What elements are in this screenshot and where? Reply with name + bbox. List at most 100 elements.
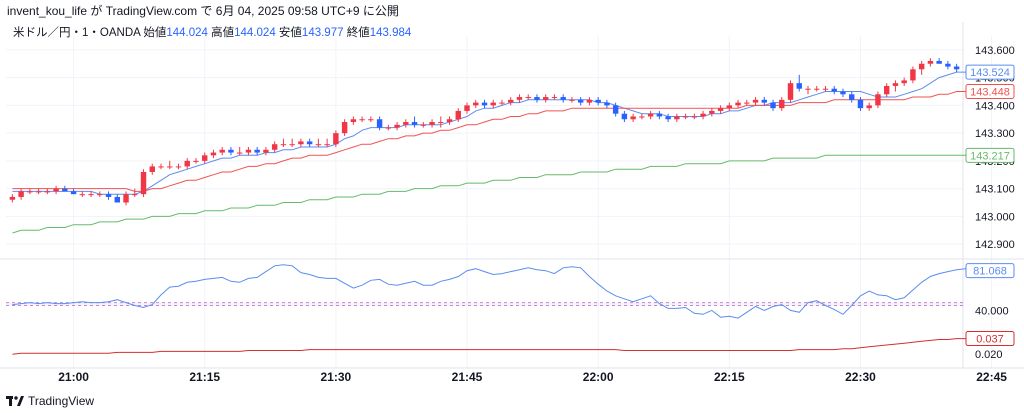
- candle: [814, 85, 820, 92]
- candle-body: [849, 94, 855, 100]
- candle-body: [674, 116, 680, 120]
- candle: [735, 99, 741, 109]
- candle: [875, 91, 881, 109]
- time-tick-label: 22:45: [976, 370, 1007, 384]
- low-label: 安値: [278, 27, 302, 39]
- ma-value-tag-box: [965, 84, 1015, 99]
- candle-body: [236, 152, 243, 154]
- candle-body: [840, 91, 846, 95]
- candle-body: [455, 110, 461, 120]
- candle-body: [263, 149, 269, 153]
- candle: [263, 147, 269, 156]
- oscillator-band: [6, 302, 963, 306]
- symbol-label[interactable]: 米ドル／円・1・OANDA: [13, 27, 141, 39]
- candle-body: [787, 83, 794, 100]
- volatility-pane: 0.020 0.037: [12, 331, 1015, 361]
- candle: [341, 119, 348, 136]
- candle: [490, 99, 496, 109]
- candle: [289, 138, 295, 147]
- candle-body: [910, 69, 916, 81]
- candle-body: [376, 119, 383, 128]
- candle: [411, 116, 418, 128]
- candle-body: [289, 144, 295, 146]
- volatility-value-tag-box: [965, 331, 1015, 347]
- ma-line-2: [12, 91, 975, 192]
- candle: [429, 119, 435, 128]
- candle: [385, 124, 392, 131]
- candle-body: [717, 108, 724, 111]
- candle-body: [140, 171, 147, 195]
- ohlc-legend: 米ドル／円・1・OANDA 始値144.024 高値144.024 安値143.…: [13, 25, 411, 41]
- candle: [499, 99, 505, 106]
- candle-body: [368, 119, 374, 121]
- candle: [167, 160, 173, 170]
- candle-body: [271, 144, 278, 150]
- candle: [717, 105, 724, 114]
- candle: [481, 99, 488, 109]
- publish-header: invent_kou_life が TradingView.com で 6月 0…: [0, 0, 1024, 22]
- candle: [744, 99, 750, 106]
- candle-body: [612, 105, 619, 114]
- candle: [210, 149, 217, 159]
- candle: [560, 94, 566, 103]
- candle-body: [560, 97, 566, 100]
- candle-body: [158, 166, 164, 168]
- candle-body: [726, 105, 733, 109]
- close-value: 143.984: [369, 27, 412, 39]
- candle: [438, 116, 444, 128]
- candle: [9, 194, 16, 203]
- oscillator-line: [12, 264, 975, 319]
- candle-body: [883, 85, 890, 95]
- candle: [516, 94, 523, 103]
- candle-body: [735, 102, 741, 106]
- candle-body: [875, 94, 881, 106]
- candle-body: [577, 99, 584, 103]
- candle-body: [411, 122, 418, 125]
- candle-body: [167, 166, 173, 168]
- candle-body: [857, 99, 864, 109]
- candle-body: [245, 149, 252, 153]
- candle: [464, 102, 470, 114]
- candle-body: [193, 160, 199, 162]
- candle-body: [9, 196, 16, 200]
- candle: [368, 116, 374, 123]
- candle: [726, 102, 733, 111]
- candle-body: [123, 194, 129, 203]
- candle: [577, 97, 584, 106]
- candle: [88, 191, 94, 197]
- ma-line-1: [12, 71, 975, 195]
- candle-body: [254, 149, 260, 153]
- candle: [394, 122, 400, 131]
- candle: [158, 163, 164, 170]
- candle-body: [481, 102, 488, 106]
- candle-body: [464, 105, 470, 111]
- candle-body: [403, 122, 409, 125]
- candle: [508, 97, 514, 106]
- candle-body: [752, 99, 759, 103]
- candle-body: [700, 113, 706, 117]
- candle: [883, 83, 890, 98]
- candle: [665, 113, 671, 123]
- candle-body: [656, 113, 663, 117]
- candle-body: [604, 102, 610, 106]
- candle: [709, 108, 715, 117]
- candle-body: [62, 188, 68, 192]
- candle: [682, 113, 689, 120]
- candle: [604, 99, 610, 109]
- price-tick-label: 143.400: [975, 100, 1015, 112]
- candle: [945, 60, 951, 70]
- oscillator-value-tag-box: [965, 263, 1015, 279]
- candle-body: [761, 99, 767, 103]
- candle-body: [44, 191, 51, 193]
- high-label: 高値: [211, 27, 235, 39]
- candle-body: [132, 194, 138, 196]
- price-tick-label: 143.600: [975, 45, 1015, 57]
- oscillator-value-tag: 81.068: [965, 263, 1015, 279]
- candle-body: [508, 99, 514, 103]
- candle-body: [184, 160, 190, 167]
- candle-body: [542, 97, 549, 100]
- open-label: 始値: [143, 27, 167, 39]
- candle: [236, 147, 243, 156]
- candle-body: [822, 88, 829, 90]
